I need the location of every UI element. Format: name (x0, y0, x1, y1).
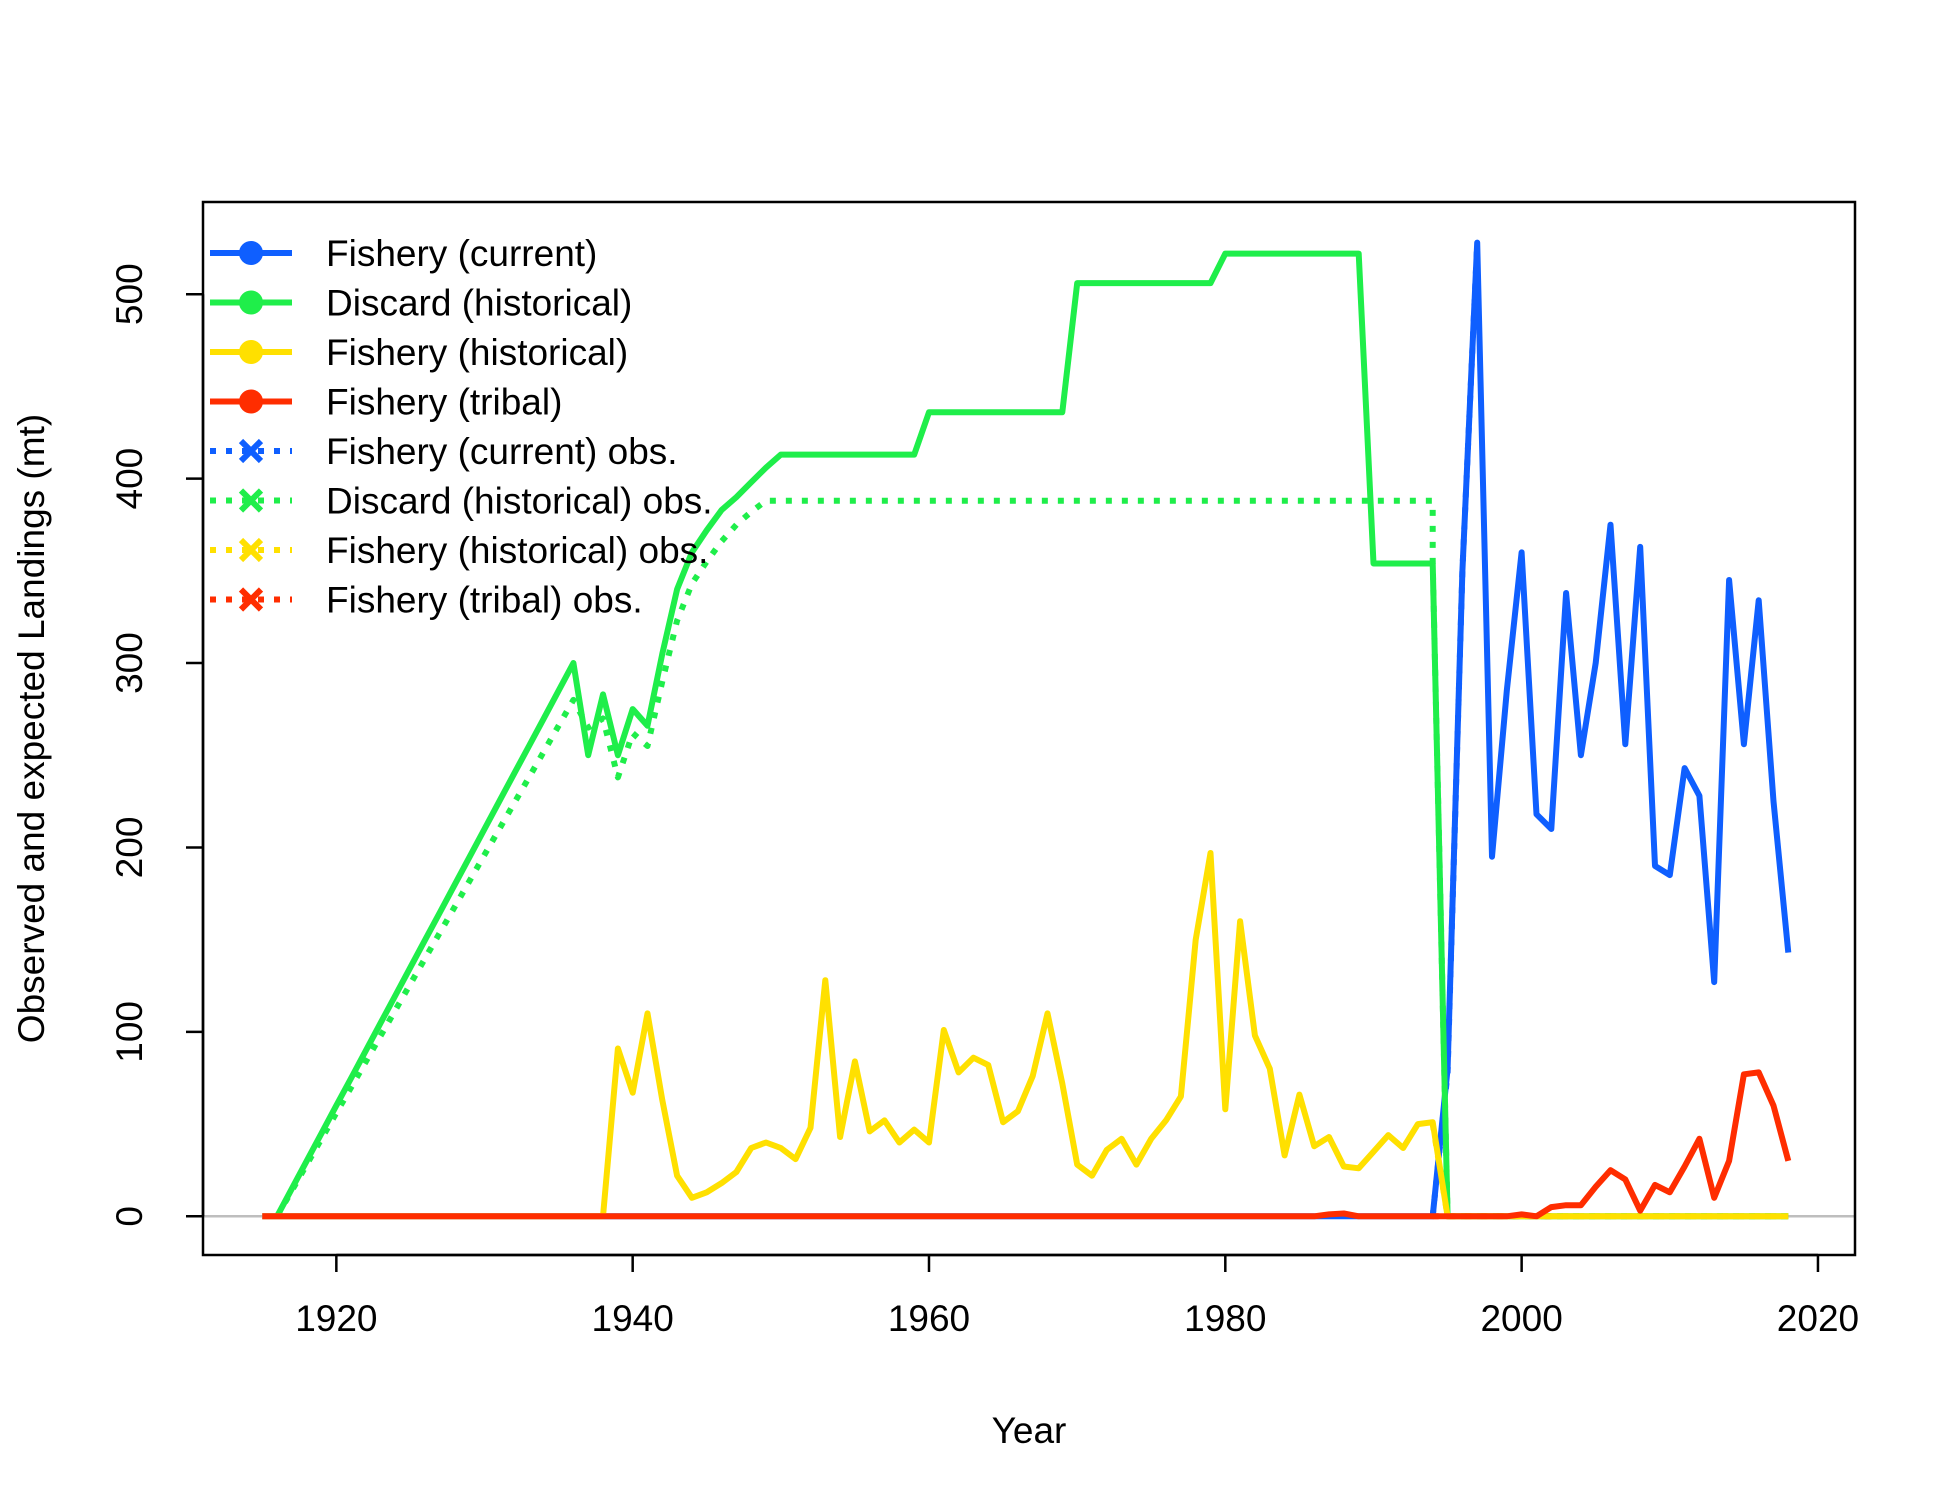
legend-marker-dot (239, 340, 263, 364)
legend-marker-dot (239, 389, 263, 414)
legend-label: Fishery (current) obs. (326, 431, 678, 472)
legend-item: Discard (historical) obs. (210, 481, 713, 522)
legend-item: Fishery (tribal) (210, 382, 562, 423)
legend-marker-cross (238, 587, 264, 612)
x-tick-label: 2000 (1480, 1298, 1562, 1339)
y-tick-label: 500 (109, 263, 150, 325)
plot-lines (203, 239, 1855, 1220)
legend-marker-cross (238, 438, 264, 464)
legend-item: Fishery (current) (210, 233, 597, 274)
x-tick-label: 1920 (295, 1298, 377, 1339)
x-tick-label: 1960 (888, 1298, 970, 1339)
legend-item: Fishery (tribal) obs. (210, 580, 643, 621)
legend-label: Fishery (historical) (326, 332, 628, 373)
legend-item: Fishery (current) obs. (210, 431, 678, 472)
legend-marker-cross (238, 488, 264, 513)
y-tick-label: 300 (109, 632, 150, 694)
legend-marker-dot (239, 290, 263, 315)
x-tick-label: 1980 (1184, 1298, 1266, 1339)
x-tick-label: 2020 (1777, 1298, 1859, 1339)
legend-marker-dot (239, 241, 263, 265)
series-line-5 (274, 497, 1789, 1220)
series-line-3 (262, 1069, 1792, 1220)
series-line-1 (274, 250, 1789, 1220)
legend-item: Discard (historical) (210, 283, 632, 324)
legend-label: Fishery (current) (326, 233, 597, 274)
y-tick-label: 100 (109, 1001, 150, 1063)
series-line-2 (262, 850, 1789, 1220)
x-axis: 1920 1940 1960 1980 2000 2020 (295, 1253, 1859, 1339)
legend-label: Fishery (tribal) obs. (326, 580, 643, 621)
series-line-0 (262, 239, 1792, 1220)
legend-marker-cross (238, 537, 264, 563)
legend-label: Fishery (tribal) (326, 382, 562, 423)
legend-label: Fishery (historical) obs. (326, 530, 708, 571)
legend-label: Discard (historical) (326, 283, 632, 324)
legend-label: Discard (historical) obs. (326, 481, 713, 522)
legend-item: Fishery (historical) (210, 332, 628, 373)
legend-item: Fishery (historical) obs. (210, 530, 708, 571)
y-tick-label: 400 (109, 448, 150, 510)
x-tick-label: 1940 (592, 1298, 674, 1339)
y-tick-label: 0 (109, 1206, 150, 1227)
y-axis-title: Observed and expected Landings (mt) (11, 414, 52, 1043)
legend: Fishery (current) Discard (historical) Fis… (210, 233, 713, 621)
x-axis-title: Year (992, 1410, 1067, 1451)
y-tick-label: 200 (109, 817, 150, 879)
y-axis: 0 100 200 300 400 500 (109, 263, 205, 1227)
